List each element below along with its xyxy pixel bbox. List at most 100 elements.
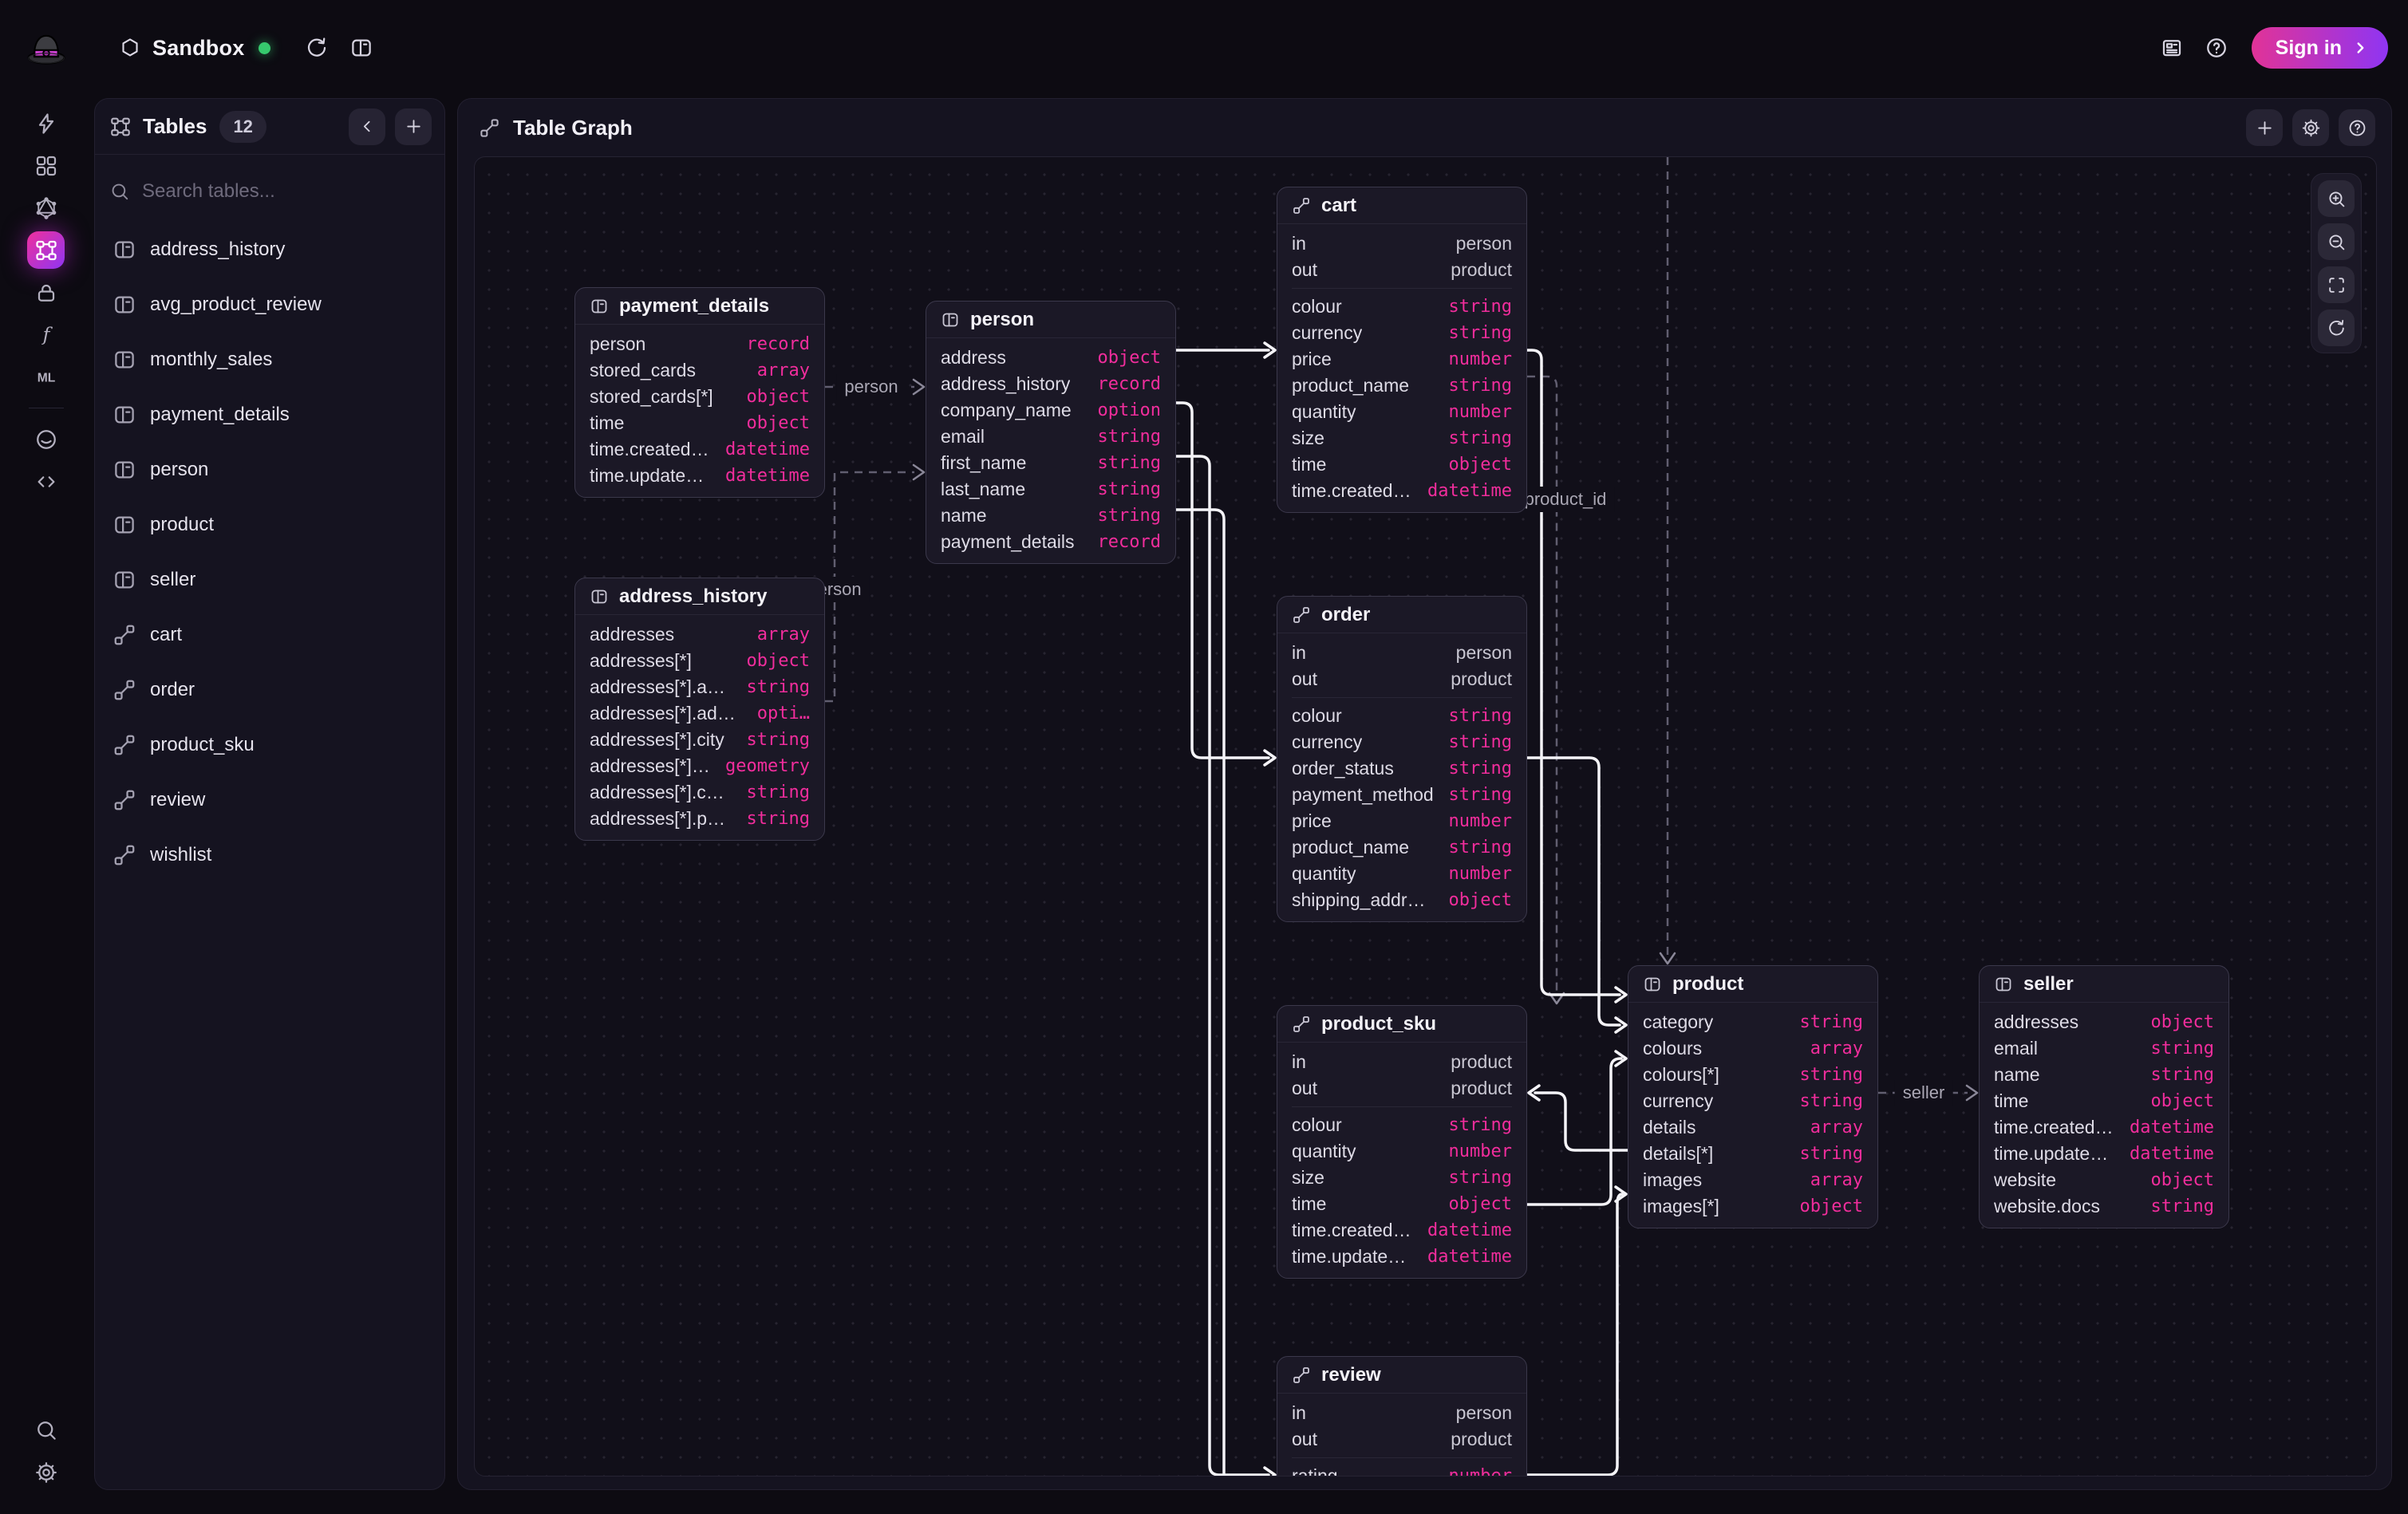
sidebar-item-monthly_sales[interactable]: monthly_sales <box>103 332 436 387</box>
gear-icon <box>2301 118 2321 138</box>
node-field: details array <box>1643 1114 1863 1141</box>
node-field: price number <box>1292 346 1512 373</box>
field-type: string <box>1448 732 1512 752</box>
sidebar-item-address_history[interactable]: address_history <box>103 222 436 277</box>
news-button[interactable] <box>2149 26 2194 70</box>
graph-node-product_sku[interactable]: product_sku in product out product colour stri… <box>1277 1005 1527 1279</box>
help-button[interactable] <box>2194 26 2239 70</box>
page-title: Table Graph <box>513 115 633 140</box>
table-icon <box>113 568 136 592</box>
graph-settings-button[interactable] <box>2292 109 2329 146</box>
graph-node-order[interactable]: order in person out product colour string curre… <box>1277 596 1527 922</box>
zoom-in-button[interactable] <box>2318 180 2355 217</box>
node-field: stored_cards array <box>590 357 810 384</box>
rail-item-explorer[interactable] <box>27 147 65 184</box>
field-name: images <box>1643 1169 1703 1190</box>
sidebar-item-product_sku[interactable]: product_sku <box>103 717 436 772</box>
table-name: review <box>150 788 206 810</box>
rail-item-models[interactable]: ML <box>27 358 65 396</box>
functions-icon: f <box>34 323 58 347</box>
refresh-button[interactable] <box>294 26 339 70</box>
relation-icon <box>479 117 500 139</box>
sidebar-item-avg_product_review[interactable]: avg_product_review <box>103 277 436 332</box>
node-field: website object <box>1994 1167 2214 1193</box>
node-field: addresses array <box>590 621 810 648</box>
table-name: product_sku <box>150 733 255 755</box>
rail-item-functions[interactable]: f <box>27 316 65 353</box>
rail-item-api-docs[interactable] <box>27 463 65 500</box>
collapse-sidebar-button[interactable] <box>349 108 385 145</box>
rail-item-authentication[interactable] <box>27 274 65 311</box>
rail-item-settings[interactable] <box>27 1453 65 1491</box>
sign-in-button[interactable]: Sign in <box>2251 27 2388 69</box>
rail-item-search[interactable] <box>27 1411 65 1449</box>
graph-nodes-icon <box>109 116 132 138</box>
node-header: address_history <box>575 578 824 615</box>
node-field: time object <box>590 410 810 436</box>
sidebar-item-review[interactable]: review <box>103 772 436 827</box>
node-divider <box>1292 697 1512 698</box>
node-field: addresses[*].address_line_1 string <box>590 674 810 700</box>
rail-item-query[interactable] <box>27 104 65 142</box>
sidebar-item-order[interactable]: order <box>103 662 436 717</box>
field-type: string <box>1799 1144 1863 1164</box>
hexagon-icon <box>119 37 141 59</box>
node-field: address_history record <box>941 371 1161 397</box>
node-field: payment_details record <box>941 529 1161 555</box>
sidebar-item-wishlist[interactable]: wishlist <box>103 827 436 882</box>
graph-node-product[interactable]: product category string colours array colours… <box>1628 965 1878 1228</box>
graph-node-address_history[interactable]: address_history addresses array addresses[*… <box>574 578 825 841</box>
graph-node-person[interactable]: person address object address_history record… <box>926 301 1176 564</box>
instance-selector[interactable]: Sandbox <box>106 28 283 69</box>
layout-toggle-button[interactable] <box>339 26 384 70</box>
table-name: person <box>150 458 209 480</box>
sidebar-item-person[interactable]: person <box>103 442 436 497</box>
node-body: category string colours array colours[*] stri… <box>1628 1003 1877 1228</box>
node-field: time object <box>1994 1088 2214 1114</box>
node-field: time.created_at datetime <box>590 436 810 463</box>
search-tables-input[interactable] <box>142 180 430 203</box>
edge-arrow <box>1614 1050 1628 1067</box>
newspaper-icon <box>2160 36 2184 60</box>
field-name: shipping_address <box>1292 889 1435 910</box>
field-type: record <box>1097 374 1161 394</box>
graph-node-seller[interactable]: seller addresses object email string name stri… <box>1979 965 2229 1228</box>
edge-arrow <box>1263 1466 1277 1476</box>
sidebar-item-seller[interactable]: seller <box>103 552 436 607</box>
create-node-button[interactable] <box>2246 109 2283 146</box>
graph-node-cart[interactable]: cart in person out product colour string curren… <box>1277 187 1527 513</box>
field-type: string <box>1448 428 1512 448</box>
graph-help-button[interactable] <box>2339 109 2375 146</box>
field-type: number <box>1448 864 1512 884</box>
node-field: website.docs string <box>1994 1193 2214 1220</box>
node-field: in person <box>1292 640 1512 666</box>
rail-item-designer[interactable] <box>27 231 65 269</box>
field-name: colour <box>1292 296 1342 317</box>
reset-layout-button[interactable] <box>2318 310 2355 346</box>
field-type: string <box>1799 1091 1863 1111</box>
node-body: addresses object email string name string time… <box>1980 1003 2228 1228</box>
table-name: cart <box>150 623 183 645</box>
fit-view-button[interactable] <box>2318 266 2355 303</box>
edge-arrow <box>912 378 926 396</box>
node-title: review <box>1321 1363 1381 1386</box>
add-table-button[interactable] <box>395 108 432 145</box>
node-field: currency string <box>1292 729 1512 755</box>
rail-item-graphql[interactable] <box>27 189 65 227</box>
rail-item-sidekick[interactable] <box>27 420 65 458</box>
zoom-out-button[interactable] <box>2318 223 2355 260</box>
graph-canvas[interactable]: payment_details person record stored_cards a… <box>474 156 2377 1477</box>
node-divider <box>1292 1457 1512 1458</box>
graph-node-review[interactable]: review in person out product rating number <box>1277 1356 1527 1476</box>
edge-arrow <box>1965 1084 1979 1102</box>
sidebar-item-cart[interactable]: cart <box>103 607 436 662</box>
sidebar-item-product[interactable]: product <box>103 497 436 552</box>
graph-node-payment_details[interactable]: payment_details person record stored_cards a… <box>574 287 825 498</box>
field-name: stored_cards[*] <box>590 386 713 407</box>
field-name: out <box>1292 259 1317 280</box>
sidebar-item-payment_details[interactable]: payment_details <box>103 387 436 442</box>
field-name: payment_method <box>1292 784 1434 805</box>
field-type: array <box>756 361 810 380</box>
field-name: currency <box>1292 731 1363 752</box>
table-icon <box>113 293 136 317</box>
